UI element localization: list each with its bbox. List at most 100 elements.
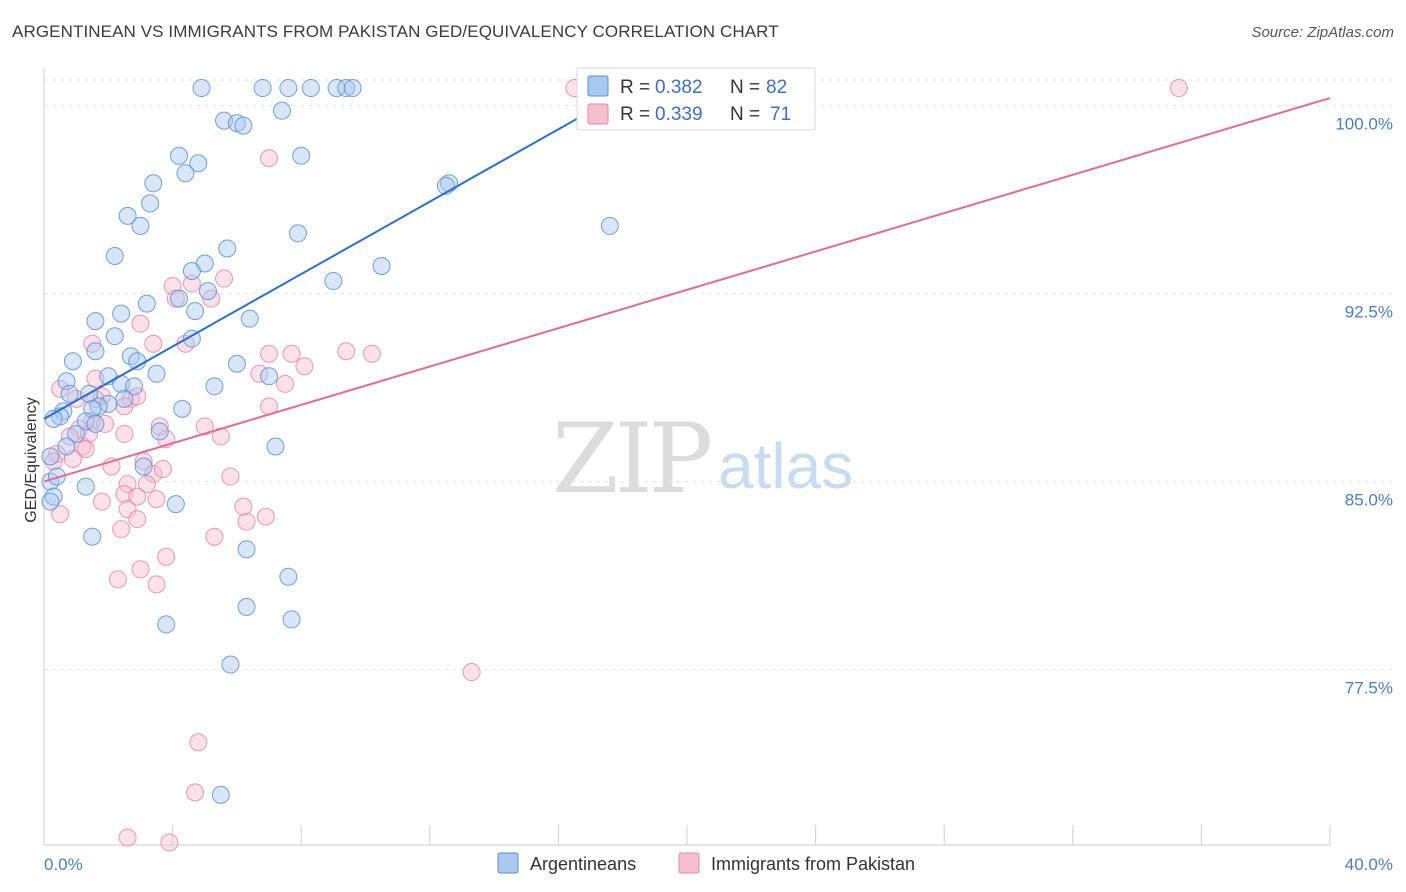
x-tick-label-max: 40.0% xyxy=(1345,855,1393,874)
argentineans-point xyxy=(47,467,66,486)
argentineans-point xyxy=(189,154,208,173)
pakistan-point xyxy=(118,475,137,494)
pakistan-point xyxy=(182,274,201,293)
argentineans-point xyxy=(150,422,169,441)
argentineans-point xyxy=(253,79,272,98)
argentineans-point xyxy=(372,257,391,276)
argentineans-point xyxy=(182,329,201,348)
pakistan-point xyxy=(51,379,70,398)
argentineans-point xyxy=(266,437,285,456)
argentineans-point xyxy=(131,216,150,235)
pakistan-point xyxy=(137,475,156,494)
argentineans-point xyxy=(105,327,124,346)
pakistan-point xyxy=(118,500,137,519)
argentineans-point xyxy=(279,567,298,586)
argentineans-point xyxy=(105,246,124,265)
legend-r-value-2: 0.339 xyxy=(655,104,703,125)
legend-n-label-2: N = xyxy=(730,104,760,125)
argentineans-point xyxy=(54,402,73,421)
pakistan-point xyxy=(131,560,150,579)
argentineans-point xyxy=(173,399,192,418)
argentineans-point xyxy=(186,302,205,321)
trend-line-argentineans xyxy=(43,92,624,420)
pakistan-point xyxy=(112,520,131,539)
pakistan-point xyxy=(134,452,153,471)
pakistan-point xyxy=(115,397,134,416)
pakistan-point xyxy=(147,490,166,509)
argentineans-point xyxy=(260,367,279,386)
argentineans-point xyxy=(41,447,60,466)
argentineans-point xyxy=(600,216,619,235)
argentineans-point xyxy=(118,206,137,225)
argentineans-point xyxy=(67,424,86,443)
argentineans-point xyxy=(176,164,195,183)
watermark-zip: ZIP xyxy=(552,403,711,515)
pakistan-point xyxy=(234,497,253,516)
watermark-atlas: atlas xyxy=(718,430,853,502)
argentineans-point xyxy=(76,477,95,496)
argentineans-point xyxy=(157,615,176,634)
pakistan-point xyxy=(115,424,134,443)
y-tick-label-1: 85.0% xyxy=(1345,491,1393,510)
argentineans-point xyxy=(301,79,320,98)
argentineans-point xyxy=(292,146,311,165)
pakistan-point xyxy=(256,507,275,526)
pakistan-point xyxy=(157,547,176,566)
legend-r-value-1: 0.382 xyxy=(655,77,703,98)
pakistan-point xyxy=(221,467,240,486)
pakistan-point xyxy=(92,492,111,511)
y-tick-label-2: 92.5% xyxy=(1345,303,1393,322)
argentineans-point xyxy=(63,352,82,371)
argentineans-point xyxy=(60,384,79,403)
pakistan-point xyxy=(147,575,166,594)
y-tick-labels: 77.5% 85.0% 92.5% 100.0% xyxy=(1335,115,1393,698)
argentineans-point xyxy=(205,377,224,396)
argentineans-point xyxy=(324,272,343,291)
pakistan-point xyxy=(282,344,301,363)
legend-r-label-2: R = xyxy=(620,104,650,125)
argentineans-point xyxy=(237,597,256,616)
pakistan-point xyxy=(51,505,70,524)
argentineans-point xyxy=(279,79,298,98)
pakistan-point xyxy=(131,314,150,333)
argentineans-point xyxy=(115,389,134,408)
pakistan-point xyxy=(189,733,208,752)
argentineans-point xyxy=(221,655,240,674)
argentineans-point xyxy=(147,364,166,383)
legend-r-label-1: R = xyxy=(620,77,650,98)
pakistan-point xyxy=(205,527,224,546)
pakistan-point xyxy=(128,487,147,506)
stats-legend: R = 0.382 N = 82 R = 0.339 N = 71 xyxy=(576,67,816,131)
grid xyxy=(44,79,1395,671)
pakistan-point xyxy=(160,833,179,852)
argentineans-point xyxy=(86,414,105,433)
bottom-legend-argentineans: Argentineans xyxy=(530,854,636,874)
argentineans-point xyxy=(327,79,346,98)
pakistan-point xyxy=(362,344,381,363)
argentineans-point xyxy=(288,224,307,243)
argentineans-point xyxy=(166,495,185,514)
argentineans-point xyxy=(86,312,105,331)
pakistan-point xyxy=(108,570,127,589)
y-tick-label-0: 77.5% xyxy=(1345,679,1393,698)
legend-n-value-1: 82 xyxy=(766,77,787,98)
argentineans-point xyxy=(198,282,217,301)
argentineans-point xyxy=(211,785,230,804)
stats-legend-box xyxy=(576,67,816,131)
argentineans-point xyxy=(237,540,256,559)
pakistan-point xyxy=(260,344,279,363)
pakistan-point xyxy=(70,419,89,438)
argentineans-point xyxy=(272,101,291,120)
watermark: ZIP atlas xyxy=(552,403,853,515)
argentineans-point xyxy=(41,492,60,511)
legend-n-label-1: N = xyxy=(730,77,760,98)
chart-title: ARGENTINEAN VS IMMIGRANTS FROM PAKISTAN … xyxy=(12,22,779,41)
argentineans-point xyxy=(144,174,163,193)
argentineans-point xyxy=(218,239,237,258)
pakistan-point xyxy=(260,149,279,168)
argentineans-point xyxy=(125,377,144,396)
pakistan-point xyxy=(96,414,115,433)
legend-swatch-argentineans xyxy=(587,75,609,97)
argentineans-point xyxy=(170,289,189,308)
